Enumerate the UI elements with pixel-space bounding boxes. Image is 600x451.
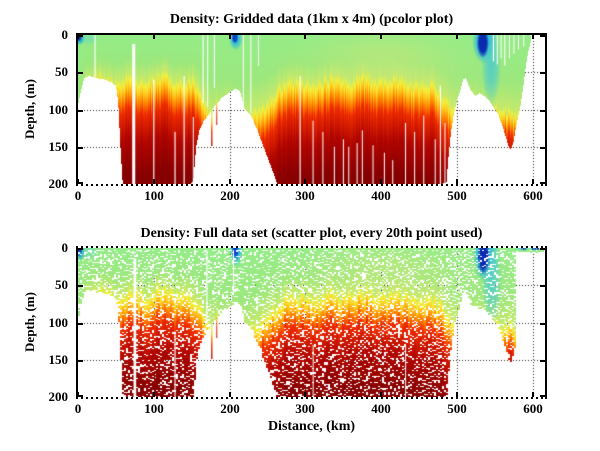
x-tick-label: 500 [447, 401, 467, 416]
y-tick-label: 200 [48, 389, 69, 404]
axis-right-border [545, 33, 547, 186]
x-tick-label: 400 [371, 401, 391, 416]
y-tick-mark [78, 35, 83, 37]
y-tick-mark [78, 285, 83, 287]
y-tick-mark [78, 147, 83, 149]
top-xtick-labels: 0 100 200 300 400 500 600 [74, 188, 545, 203]
axis-left-border [76, 33, 78, 186]
y-tick-mark [540, 285, 545, 287]
y-tick-label: 150 [48, 139, 69, 154]
top-ytick-labels: 0 50 100 150 200 [36, 27, 72, 191]
y-tick-mark [540, 147, 545, 149]
x-tick-label: 0 [74, 401, 82, 416]
y-tick-label: 200 [48, 176, 69, 191]
y-tick-mark [540, 323, 545, 325]
x-tick-mark [229, 35, 231, 39]
x-tick-label: 200 [220, 401, 240, 416]
y-tick-mark [540, 72, 545, 74]
top-plot-area [76, 33, 547, 186]
axis-top-border [76, 33, 547, 35]
bottom-ytick-labels: 0 50 100 150 200 [36, 240, 72, 404]
x-tick-mark [380, 392, 382, 397]
y-tick-label: 0 [61, 27, 69, 42]
x-tick-label: 100 [144, 188, 164, 203]
y-tick-mark [78, 182, 83, 184]
y-tick-mark [540, 182, 545, 184]
y-tick-mark [78, 248, 83, 250]
y-tick-mark [540, 35, 545, 37]
axis-left-border [76, 246, 78, 399]
x-tick-mark [153, 179, 155, 184]
y-tick-mark [540, 110, 545, 112]
axis-top-border [76, 246, 547, 248]
x-tick-mark [304, 179, 306, 184]
x-tick-label: 300 [295, 401, 315, 416]
bottom-panel-title: Density: Full data set (scatter plot, ev… [140, 226, 483, 241]
x-axis-label: Distance, (km) [267, 419, 356, 434]
x-tick-label: 600 [523, 401, 543, 416]
y-tick-mark [540, 248, 545, 250]
x-tick-mark [456, 179, 458, 184]
x-tick-mark [532, 392, 534, 397]
x-tick-label: 500 [447, 188, 467, 203]
x-tick-label: 100 [144, 401, 164, 416]
x-tick-label: 200 [220, 188, 240, 203]
x-tick-mark [456, 35, 458, 39]
x-tick-mark [77, 35, 79, 39]
x-tick-mark [229, 392, 231, 397]
pcolor-canvas [78, 35, 545, 184]
x-tick-mark [304, 392, 306, 397]
y-tick-label: 150 [48, 352, 69, 367]
y-tick-mark [540, 395, 545, 397]
axis-bottom-border [76, 397, 547, 399]
x-tick-mark [77, 392, 79, 397]
x-tick-label: 0 [74, 188, 82, 203]
bottom-plot-area [76, 246, 547, 399]
x-tick-mark [380, 179, 382, 184]
bottom-xtick-labels: 0 100 200 300 400 500 600 [74, 401, 545, 416]
top-panel-title: Density: Gridded data (1km x 4m) (pcolor… [169, 12, 454, 27]
x-tick-label: 600 [523, 188, 543, 203]
x-tick-mark [229, 179, 231, 184]
x-tick-mark [456, 392, 458, 397]
x-tick-mark [532, 35, 534, 39]
y-tick-mark [78, 323, 83, 325]
x-tick-mark [77, 179, 79, 184]
x-tick-label: 400 [371, 188, 391, 203]
x-tick-mark [153, 392, 155, 397]
x-tick-mark [304, 35, 306, 39]
y-tick-label: 50 [55, 277, 68, 292]
y-tick-label: 100 [48, 315, 69, 330]
y-tick-label: 50 [55, 64, 68, 79]
y-tick-mark [540, 360, 545, 362]
y-tick-mark [78, 72, 83, 74]
axis-right-border [545, 246, 547, 399]
y-tick-label: 100 [48, 102, 69, 117]
y-tick-mark [78, 360, 83, 362]
y-tick-mark [78, 110, 83, 112]
x-tick-mark [380, 35, 382, 39]
y-tick-label: 0 [61, 240, 69, 255]
x-tick-mark [532, 179, 534, 184]
axis-bottom-border [76, 184, 547, 186]
x-tick-label: 300 [295, 188, 315, 203]
x-tick-mark [153, 35, 155, 39]
scatter-canvas [78, 248, 545, 397]
y-tick-mark [78, 395, 83, 397]
